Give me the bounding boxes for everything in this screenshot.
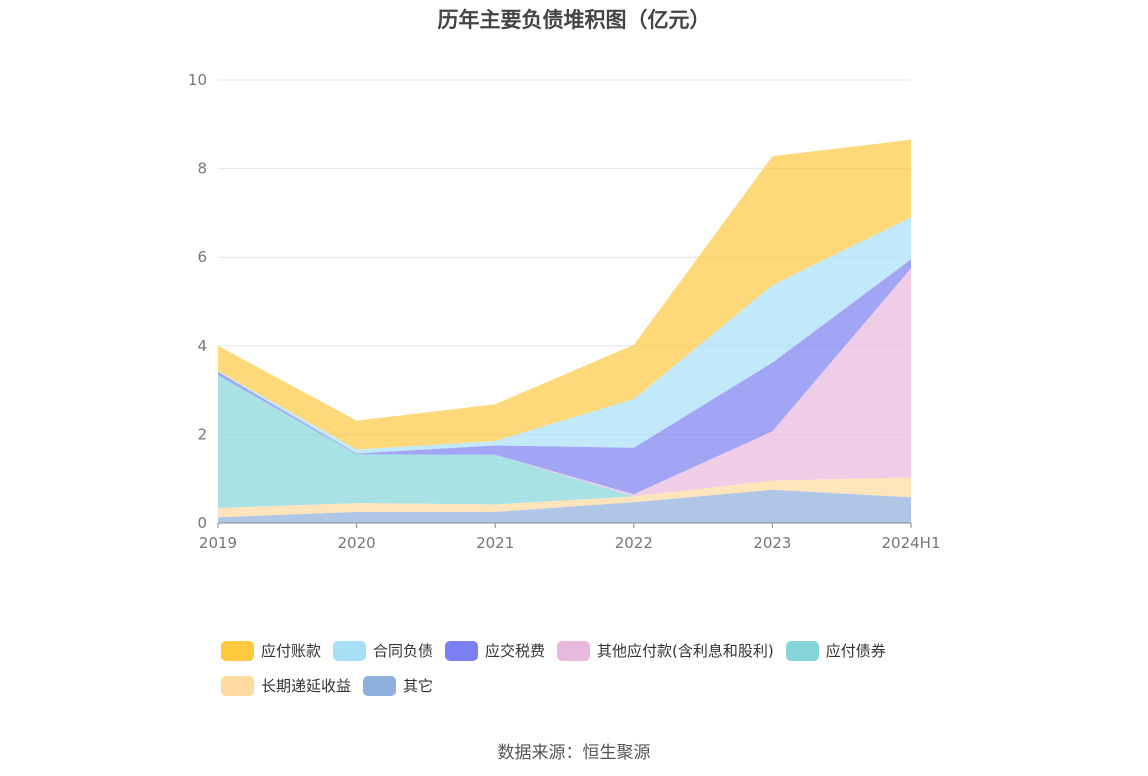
legend-label: 应付债券 — [825, 642, 886, 660]
legend-swatch — [785, 640, 819, 661]
y-tick-label: 8 — [197, 160, 207, 178]
legend-swatch — [363, 675, 397, 696]
legend-swatch — [333, 640, 367, 661]
series-area-5[interactable] — [218, 217, 911, 454]
y-tick-label: 4 — [197, 337, 207, 355]
legend-swatch — [221, 675, 254, 696]
y-tick-label: 10 — [188, 71, 207, 89]
legend-label: 应交税费 — [485, 642, 546, 660]
x-tick-label: 2023 — [753, 534, 791, 552]
legend-item[interactable]: 应交税费 — [445, 640, 545, 661]
x-tick-label: 2019 — [199, 534, 237, 552]
chart-title: 历年主要负债堆积图（亿元） — [437, 8, 711, 32]
legend-swatch — [445, 640, 479, 661]
series-areas — [218, 139, 911, 523]
y-tick-label: 0 — [197, 514, 207, 532]
legend-item[interactable]: 长期递延收益 — [221, 675, 351, 696]
legend-item[interactable]: 应付账款 — [221, 640, 321, 661]
series-area-6[interactable] — [218, 139, 911, 450]
series-area-1[interactable] — [218, 477, 911, 518]
legend-label: 应付账款 — [261, 642, 322, 660]
x-tick-label: 2024H1 — [882, 534, 941, 552]
x-tick-label: 2022 — [615, 534, 653, 552]
legend-label: 其它 — [403, 677, 434, 695]
source-note: 数据来源：恒生聚源 — [497, 743, 651, 763]
legend-item[interactable]: 应付债券 — [785, 640, 886, 661]
legend-item[interactable]: 合同负债 — [333, 640, 433, 661]
legend-label: 长期递延收益 — [261, 677, 352, 695]
y-tick-label: 6 — [197, 248, 207, 266]
legend-label: 其他应付款(含利息和股利) — [597, 642, 774, 660]
legend-item[interactable]: 其它 — [363, 675, 433, 696]
series-area-4[interactable] — [218, 259, 911, 495]
legend: 应付账款 合同负债 应交税费 其他应付款(含利息和股利) 应付债券长期递延收益 其它 — [221, 640, 981, 710]
y-tick-label: 2 — [197, 425, 207, 443]
x-tick-label: 2020 — [338, 534, 376, 552]
legend-swatch — [557, 640, 591, 661]
legend-item[interactable]: 其他应付款(含利息和股利) — [557, 640, 774, 661]
legend-row: 应付账款 合同负债 应交税费 其他应付款(含利息和股利) 应付债券 — [221, 640, 981, 675]
series-area-2[interactable] — [218, 375, 911, 508]
series-area-3[interactable] — [218, 268, 911, 497]
legend-swatch — [221, 640, 254, 661]
legend-row: 长期递延收益 其它 — [221, 675, 981, 710]
series-area-0[interactable] — [218, 489, 911, 523]
legend-label: 合同负债 — [373, 642, 434, 660]
x-tick-label: 2021 — [476, 534, 514, 552]
axes: 0 2 4 6 8 10 2019 2020 2021 2022 2023 2024H1 — [188, 71, 941, 552]
